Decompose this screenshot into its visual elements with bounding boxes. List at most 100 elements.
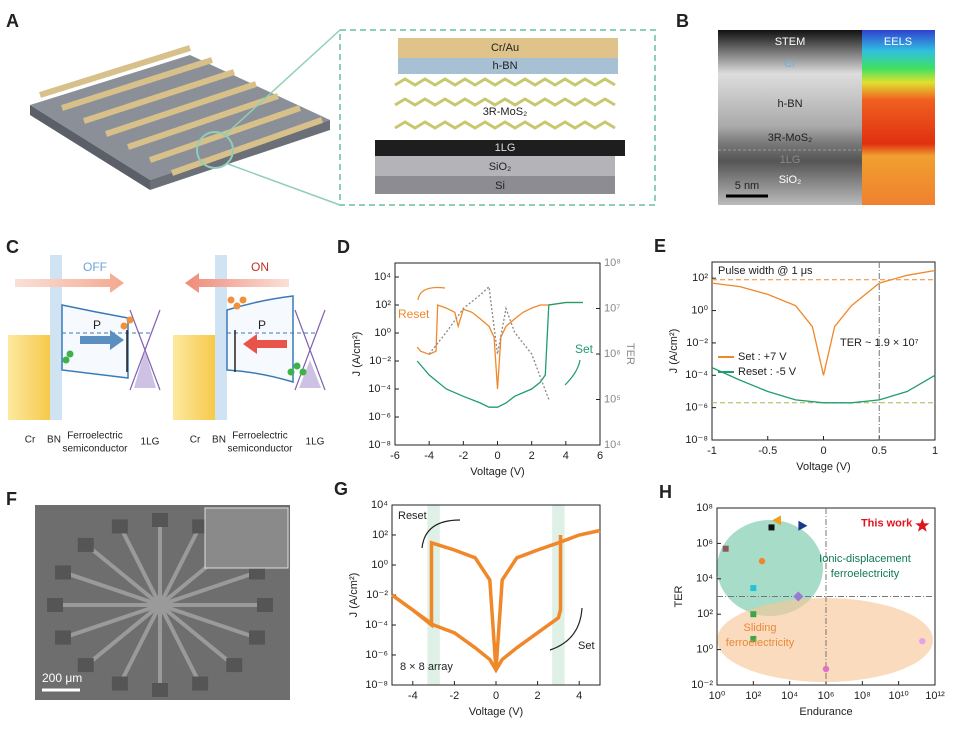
annotation: Set [578,640,595,652]
panel-label: E [654,236,666,256]
panel-b: B STEM EELS Cr h-BN 3R-MoS₂ 1LG SiO₂ 5 n… [676,11,935,205]
x-tick-label: 10² [745,690,761,702]
data-point [772,515,781,526]
y2-axis-title: TER [624,343,636,365]
annotation: Sliding [743,622,776,634]
x-tick-label: 0 [494,450,500,462]
annotation: 8 × 8 array [400,661,453,673]
x-tick-label: 10⁸ [854,690,871,702]
data-line [711,367,936,404]
layer [375,140,625,156]
y2-tick-label: 10⁸ [604,257,621,269]
lead [159,603,263,642]
array-side [150,120,330,190]
x-tick-label: 0 [493,690,499,702]
y2-tick-label: 10⁷ [604,302,620,314]
x-tick-label: 10⁶ [818,690,835,702]
y-tick-label: 10² [375,299,391,311]
layer-label: 1LG [141,437,160,448]
pad [77,658,94,673]
state-arrow [185,273,289,293]
lead [158,604,204,690]
x-tick-label: 4 [576,690,582,702]
panel-label: G [334,479,348,499]
array-base [30,55,330,180]
carrier [62,356,70,364]
series-label: Set [575,342,594,356]
carrier [66,350,74,358]
image-title: STEM [775,36,806,48]
x-axis-title: Voltage (V) [470,466,524,478]
data-point [798,520,808,531]
data-point [722,545,729,552]
y-tick-label: 10⁻⁴ [365,619,388,631]
y-tick-label: 10⁴ [696,573,713,585]
layer-label: h-BN [777,98,802,110]
y-tick-label: 10⁶ [696,537,713,549]
polarization-arrow [80,330,124,350]
lead [116,604,162,690]
data-point [822,665,830,673]
zoom-box [339,29,656,206]
data-line [416,301,583,390]
annotation: TER ~ 1.9 × 10⁷ [840,337,919,349]
x-tick-label: 10¹⁰ [889,690,910,702]
annotation: ferroelectricity [726,637,795,649]
pad [54,630,71,645]
y-tick-label: 10⁰ [374,327,391,339]
panel-label: H [659,482,672,502]
x-tick-label: -2 [458,450,468,462]
pad [249,565,266,580]
y-tick-label: 10² [372,529,388,541]
layer-label: 3R-MoS₂ [483,106,528,118]
data-point [750,611,757,618]
x-tick-label: 2 [529,450,535,462]
carrier [227,296,235,304]
legend-label: Reset : -5 V [738,366,797,378]
band-diagrams: OFF P Cr BN Ferroelectric semiconductor 1LG ON P… [8,255,326,455]
x-axis-title: Voltage (V) [469,706,523,718]
eels-image [862,30,935,205]
pad [257,598,273,612]
pad [111,676,128,691]
x-tick-label: 6 [597,450,603,462]
pad [152,513,168,527]
state-label: ON [251,260,269,274]
layer-label: h-BN [492,60,517,72]
pad [77,537,94,552]
y-axis-title: J (A/cm²) [668,329,680,374]
pad [111,519,128,534]
y-tick-label: 10² [697,608,713,620]
barrier [215,255,227,420]
layer [375,176,615,194]
chart: D -6 -4 -2 0 2 4 6 10⁻⁸ 10⁻⁶ 10⁻⁴ 10⁻² 10⁰ 10² 10⁴ 10⁴ 1… [337,237,636,478]
barrier [50,255,62,420]
lead [116,520,162,606]
y-tick-label: 10⁻² [686,337,708,349]
x-tick-label: 10⁰ [709,690,726,702]
chart: E -1 -0.5 0 0.5 1 10⁻⁸ 10⁻⁶ 10⁻⁴ 10⁻² 10⁰ 10² Voltag… [654,236,938,473]
x-tick-label: 1 [932,445,938,457]
carrier [126,316,134,324]
y-tick-label: 10⁸ [696,502,713,514]
lead [158,520,204,606]
carrier [120,322,128,330]
y-tick-label: 10⁴ [371,499,388,511]
sweep-arrow [564,359,581,386]
data-point [915,518,930,532]
y-tick-label: 10⁰ [371,559,388,571]
y-tick-label: 10⁻⁸ [368,439,391,451]
x-tick-label: -2 [450,690,460,702]
y-tick-label: 10⁰ [696,644,713,656]
layer-label: Ferroelectric [232,431,288,442]
zoom-circle [196,131,234,169]
image-title: EELS [884,36,912,48]
lead [57,603,161,642]
layer-label: SiO₂ [779,174,802,186]
y-tick-label: 10⁻⁸ [685,434,708,446]
charts: D-6 -4 -2 0 2 4 610⁻⁸10⁻⁶10⁻⁴10⁻²10⁰10²10⁴10⁴1… [334,236,945,718]
layer-label: 1LG [780,154,801,166]
layer-label: semiconductor [62,444,128,455]
